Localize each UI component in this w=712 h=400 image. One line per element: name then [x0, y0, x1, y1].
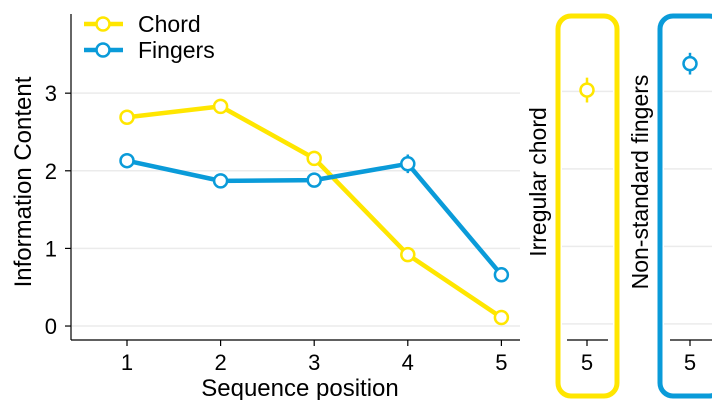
legend-label-chord: Chord	[138, 11, 201, 37]
x-axis-label: Sequence position	[201, 375, 398, 400]
x-tick-label-4: 4	[402, 350, 414, 375]
point-chord-5	[493, 309, 510, 326]
panel-point-non-standard-fingers	[682, 55, 698, 72]
point-chord-1	[119, 109, 135, 125]
panel-frame-irregular-chord	[555, 13, 620, 399]
x-tick-label-5: 5	[495, 350, 507, 375]
y-tick-label-0: 0	[45, 314, 57, 339]
panel-label-non-standard-fingers: Non-standard fingers	[627, 75, 653, 290]
panel-gridlines-non-standard-fingers	[664, 90, 712, 325]
panel-irregular-chord: Irregular chord 5	[525, 13, 620, 399]
point-chord-3	[306, 150, 322, 167]
panel-frame-non-standard-fingers	[657, 13, 712, 399]
x-tick-label-1: 1	[121, 350, 133, 375]
x-tick-label-3: 3	[308, 350, 320, 375]
point-chord-2	[212, 98, 229, 115]
legend-marker-fingers	[95, 42, 111, 58]
panel-label-irregular-chord: Irregular chord	[525, 107, 551, 257]
x-ticks: 1 2 3 4 5	[121, 340, 508, 375]
point-fingers-2	[212, 173, 229, 189]
main-gridlines	[72, 92, 520, 327]
point-fingers-4	[400, 156, 416, 172]
point-fingers-5	[493, 267, 510, 283]
y-tick-label-3: 3	[45, 81, 57, 106]
y-ticks: 0 1 2 3	[45, 81, 71, 339]
series-line-chord	[126, 104, 503, 320]
legend-label-fingers: Fingers	[138, 37, 215, 63]
legend-marker-chord	[95, 16, 111, 32]
y-axis-label: Information Content	[10, 76, 37, 287]
y-tick-label-2: 2	[45, 159, 57, 184]
panel-point-irregular-chord	[579, 82, 595, 98]
legend: Chord Fingers	[84, 11, 215, 63]
panel-non-standard-fingers: Non-standard fingers 5	[627, 13, 712, 399]
point-fingers-1	[119, 152, 135, 169]
y-tick-label-1: 1	[45, 236, 57, 261]
series-layer	[119, 98, 510, 326]
panel-tick-label-non-standard-fingers: 5	[684, 350, 696, 375]
x-tick-label-2: 2	[214, 350, 226, 375]
point-fingers-3	[306, 172, 322, 188]
point-chord-4	[400, 246, 416, 263]
panel-tick-label-irregular-chord: 5	[581, 350, 593, 375]
panel-gridlines-irregular-chord	[562, 90, 613, 325]
